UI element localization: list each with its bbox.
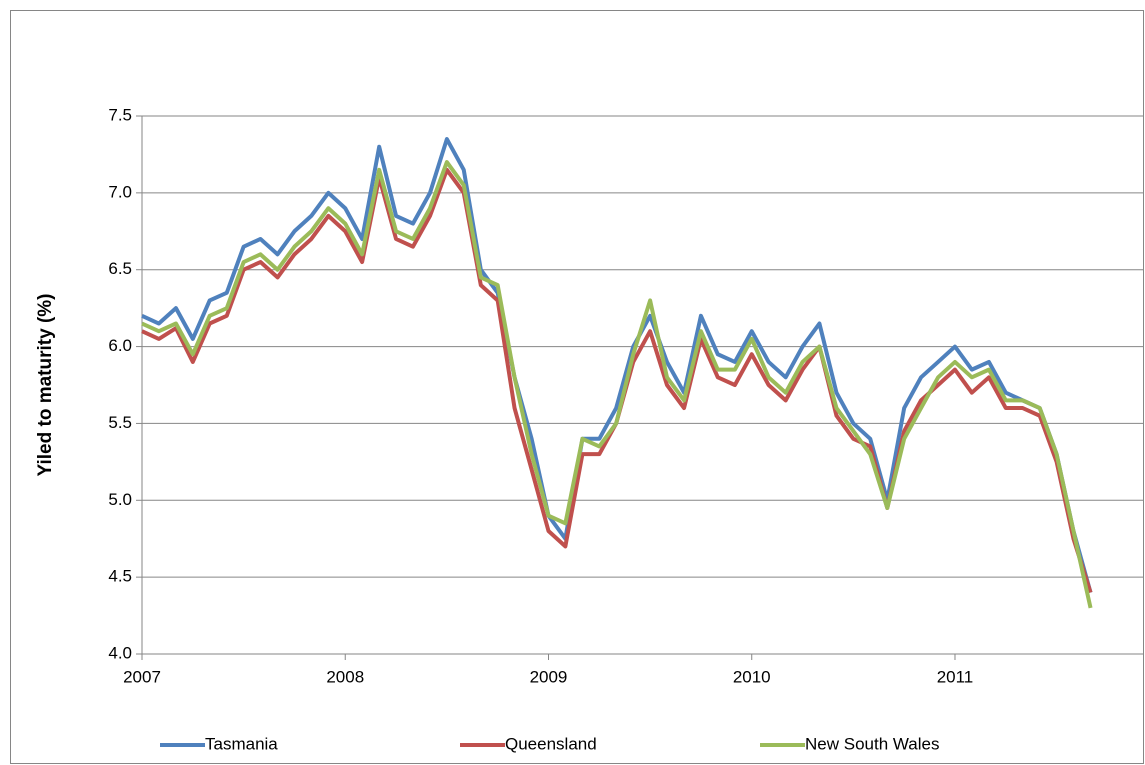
chart-frame (10, 10, 1144, 764)
series-line (141, 160, 1093, 609)
series-line (141, 137, 1093, 594)
legend-label: New South Wales (805, 734, 939, 753)
y-tick-label: 5.5 (108, 413, 132, 432)
y-tick-label: 7.0 (108, 182, 132, 201)
y-tick-label: 7.5 (108, 105, 132, 124)
x-tick-label: 2010 (733, 667, 771, 686)
y-tick-label: 4.5 (108, 567, 132, 586)
x-tick-label: 2009 (530, 667, 568, 686)
y-tick-label: 5.0 (108, 490, 132, 509)
legend-label: Queensland (505, 734, 597, 753)
x-tick-label: 2008 (326, 667, 364, 686)
y-axis-label: Yiled to maturity (%) (35, 294, 56, 477)
x-tick-label: 2007 (123, 667, 161, 686)
y-tick-label: 4.0 (108, 643, 132, 662)
y-tick-label: 6.5 (108, 259, 132, 278)
legend-label: Tasmania (205, 734, 278, 753)
y-tick-label: 6.0 (108, 336, 132, 355)
x-tick-label: 2011 (937, 667, 974, 686)
